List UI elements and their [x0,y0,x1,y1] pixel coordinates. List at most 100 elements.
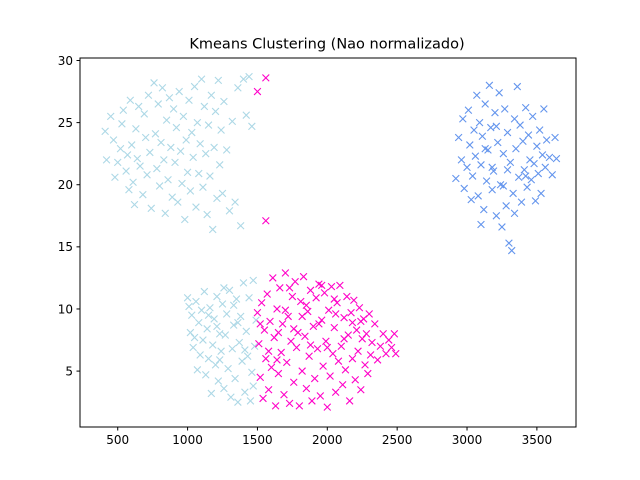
point-cluster-0 [229,321,238,329]
point-cluster-0 [215,356,224,364]
point-cluster-0 [182,136,190,144]
point-cluster-0 [155,182,164,190]
point-cluster-1 [267,363,276,372]
point-cluster-0 [153,164,161,173]
point-cluster-2 [512,144,520,153]
x-axis: 500 1000 1500 2000 2500 3000 3500 [106,427,552,447]
point-cluster-2 [509,189,517,198]
point-cluster-0 [242,111,251,119]
point-cluster-2 [535,126,544,134]
point-cluster-1 [280,390,288,399]
point-cluster-2 [488,185,496,194]
point-cluster-2 [516,121,524,129]
point-cluster-1 [362,330,371,338]
point-cluster-1 [338,380,347,389]
point-cluster-1 [350,296,358,305]
point-cluster-0 [203,210,211,219]
point-cluster-1 [305,352,313,360]
point-cluster-0 [169,105,178,113]
point-cluster-1 [281,306,290,315]
point-cluster-1 [259,394,267,403]
point-cluster-1 [298,312,306,321]
point-cluster-2 [542,136,551,144]
point-cluster-0 [249,382,258,390]
point-cluster-1 [323,403,332,411]
point-cluster-0 [102,156,111,164]
point-cluster-1 [330,295,339,303]
point-cluster-2 [492,211,501,220]
point-cluster-1 [309,322,318,331]
x-tick-label: 2500 [382,433,413,447]
point-cluster-0 [206,172,214,180]
point-cluster-1 [271,402,280,410]
point-cluster-0 [129,178,137,187]
point-cluster-0 [189,153,197,162]
point-cluster-0 [243,352,252,360]
y-axis: 5 10 15 20 25 30 [58,54,80,378]
point-cluster-0 [250,342,259,351]
point-cluster-1 [313,344,322,353]
point-cluster-1 [352,326,361,334]
point-cluster-1 [333,298,341,307]
point-cluster-1 [273,305,281,313]
point-cluster-1 [330,323,339,332]
point-cluster-0 [187,311,196,319]
point-cluster-0 [217,126,225,134]
point-cluster-2 [471,152,480,160]
point-cluster-2 [481,144,489,153]
point-cluster-1 [260,326,269,334]
point-cluster-1 [317,316,326,324]
point-cluster-2 [519,137,527,146]
point-cluster-2 [517,198,526,206]
point-cluster-0 [197,75,206,83]
point-cluster-1 [315,320,323,328]
point-cluster-0 [189,343,197,352]
point-cluster-2 [464,106,473,114]
plot-frame [79,57,577,428]
point-cluster-1 [329,349,337,358]
point-cluster-0 [218,189,227,198]
point-cluster-0 [192,297,200,306]
point-cluster-0 [248,122,256,131]
point-cluster-0 [245,72,253,81]
point-cluster-2 [470,126,478,134]
point-cluster-1 [340,334,348,343]
point-cluster-0 [201,371,210,379]
point-cluster-0 [239,75,248,83]
point-cluster-2 [548,170,557,179]
point-cluster-2 [474,192,482,200]
point-cluster-1 [327,282,336,291]
point-cluster-2 [537,189,545,198]
point-cluster-1 [382,349,390,358]
point-cluster-0 [200,287,209,296]
point-cluster-0 [144,91,153,100]
point-cluster-2 [523,183,531,192]
point-cluster-0 [185,96,193,105]
point-cluster-0 [203,325,211,333]
point-cluster-0 [204,354,213,363]
point-cluster-2 [545,153,554,162]
point-cluster-1 [298,367,306,375]
point-cluster-1 [387,343,396,352]
point-cluster-0 [193,366,202,374]
point-cluster-0 [232,295,241,303]
point-cluster-0 [204,311,213,319]
point-cluster-2 [459,115,467,123]
point-cluster-0 [167,143,175,152]
point-cluster-2 [466,141,474,149]
point-cluster-1 [310,374,319,383]
point-cluster-0 [140,110,149,118]
point-cluster-0 [207,389,216,398]
x-tick-label: 1500 [242,433,273,447]
point-cluster-0 [231,374,239,383]
y-tick-label: 20 [58,178,73,192]
points-layer [101,72,561,411]
point-cluster-2 [533,142,541,151]
point-cluster-0 [118,120,126,128]
point-cluster-1 [302,301,311,310]
point-cluster-0 [248,368,256,377]
point-cluster-0 [210,315,218,323]
point-cluster-0 [119,106,128,114]
point-cluster-1 [355,303,364,312]
